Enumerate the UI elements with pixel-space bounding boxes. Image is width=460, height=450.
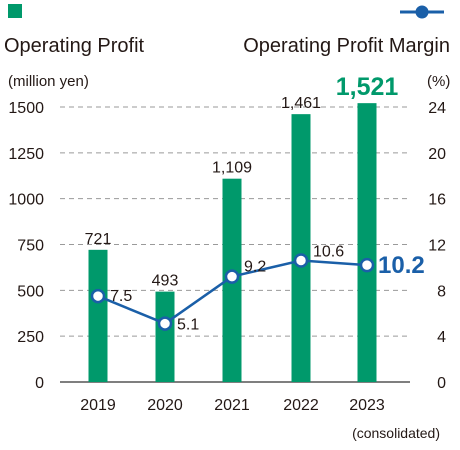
left-tick-label: 500	[17, 283, 44, 300]
x-tick-label-2022: 2022	[283, 397, 319, 414]
right-tick-label: 20	[428, 146, 446, 163]
left-tick-label: 0	[35, 375, 44, 392]
legend-line-swatch	[400, 5, 444, 19]
margin-point-2020	[157, 316, 173, 331]
margin-label-2021: 9.2	[244, 259, 266, 276]
right-tick-label: 24	[428, 100, 446, 117]
legend-bar-swatch	[8, 4, 22, 18]
bar-label-2019: 721	[85, 231, 112, 248]
right-axis-ticks: 0 4 8 12 16 20 24	[428, 100, 446, 392]
margin-point-2023	[359, 257, 375, 273]
x-tick-label-2019: 2019	[80, 397, 116, 414]
right-tick-label: 16	[428, 192, 446, 209]
bar-label-2020: 493	[152, 273, 179, 290]
bar-2023	[357, 103, 377, 383]
footnote: (consolidated)	[352, 425, 440, 441]
margin-line-series: 7.5 5.1 9.2 10.6 10.2	[90, 244, 425, 334]
right-tick-label: 4	[437, 329, 446, 346]
bar-2019	[88, 249, 108, 382]
x-tick-label-2021: 2021	[214, 397, 250, 414]
bar-label-2022: 1,461	[281, 95, 321, 112]
left-tick-label: 1000	[8, 192, 44, 209]
bar-2020	[155, 291, 175, 382]
margin-point-2019	[90, 288, 106, 304]
margin-point-2022	[293, 253, 309, 268]
left-tick-label: 750	[17, 238, 44, 255]
right-tick-label: 12	[428, 238, 446, 255]
left-tick-label: 1500	[8, 100, 44, 117]
legend-line-label: Operating Profit Margin	[243, 35, 450, 57]
x-tick-label-2023: 2023	[349, 397, 385, 414]
bar-label-2021: 1,109	[212, 160, 252, 177]
right-axis-unit: (%)	[427, 73, 450, 90]
bar-label-2023: 1,521	[336, 73, 399, 101]
bar-2022	[291, 114, 311, 383]
right-tick-label: 0	[437, 375, 446, 392]
left-axis-unit: (million yen)	[8, 73, 89, 90]
margin-point-2021	[224, 269, 240, 284]
x-tick-label-2020: 2020	[147, 397, 183, 414]
left-tick-label: 250	[17, 329, 44, 346]
margin-label-2023: 10.2	[378, 252, 425, 279]
right-tick-label: 8	[437, 283, 446, 300]
margin-label-2019: 7.5	[110, 288, 132, 305]
legend-bar-label: Operating Profit	[4, 35, 145, 57]
left-tick-label: 1250	[8, 146, 44, 163]
margin-label-2022: 10.6	[313, 244, 344, 261]
left-axis-ticks: 0 250 500 750 1000 1250 1500	[8, 100, 44, 392]
x-axis-ticks: 2019 2020 2021 2022 2023	[80, 397, 385, 414]
bars	[88, 103, 377, 383]
bar-labels: 721 493 1,109 1,461 1,521	[85, 73, 399, 289]
margin-label-2020: 5.1	[177, 317, 199, 334]
